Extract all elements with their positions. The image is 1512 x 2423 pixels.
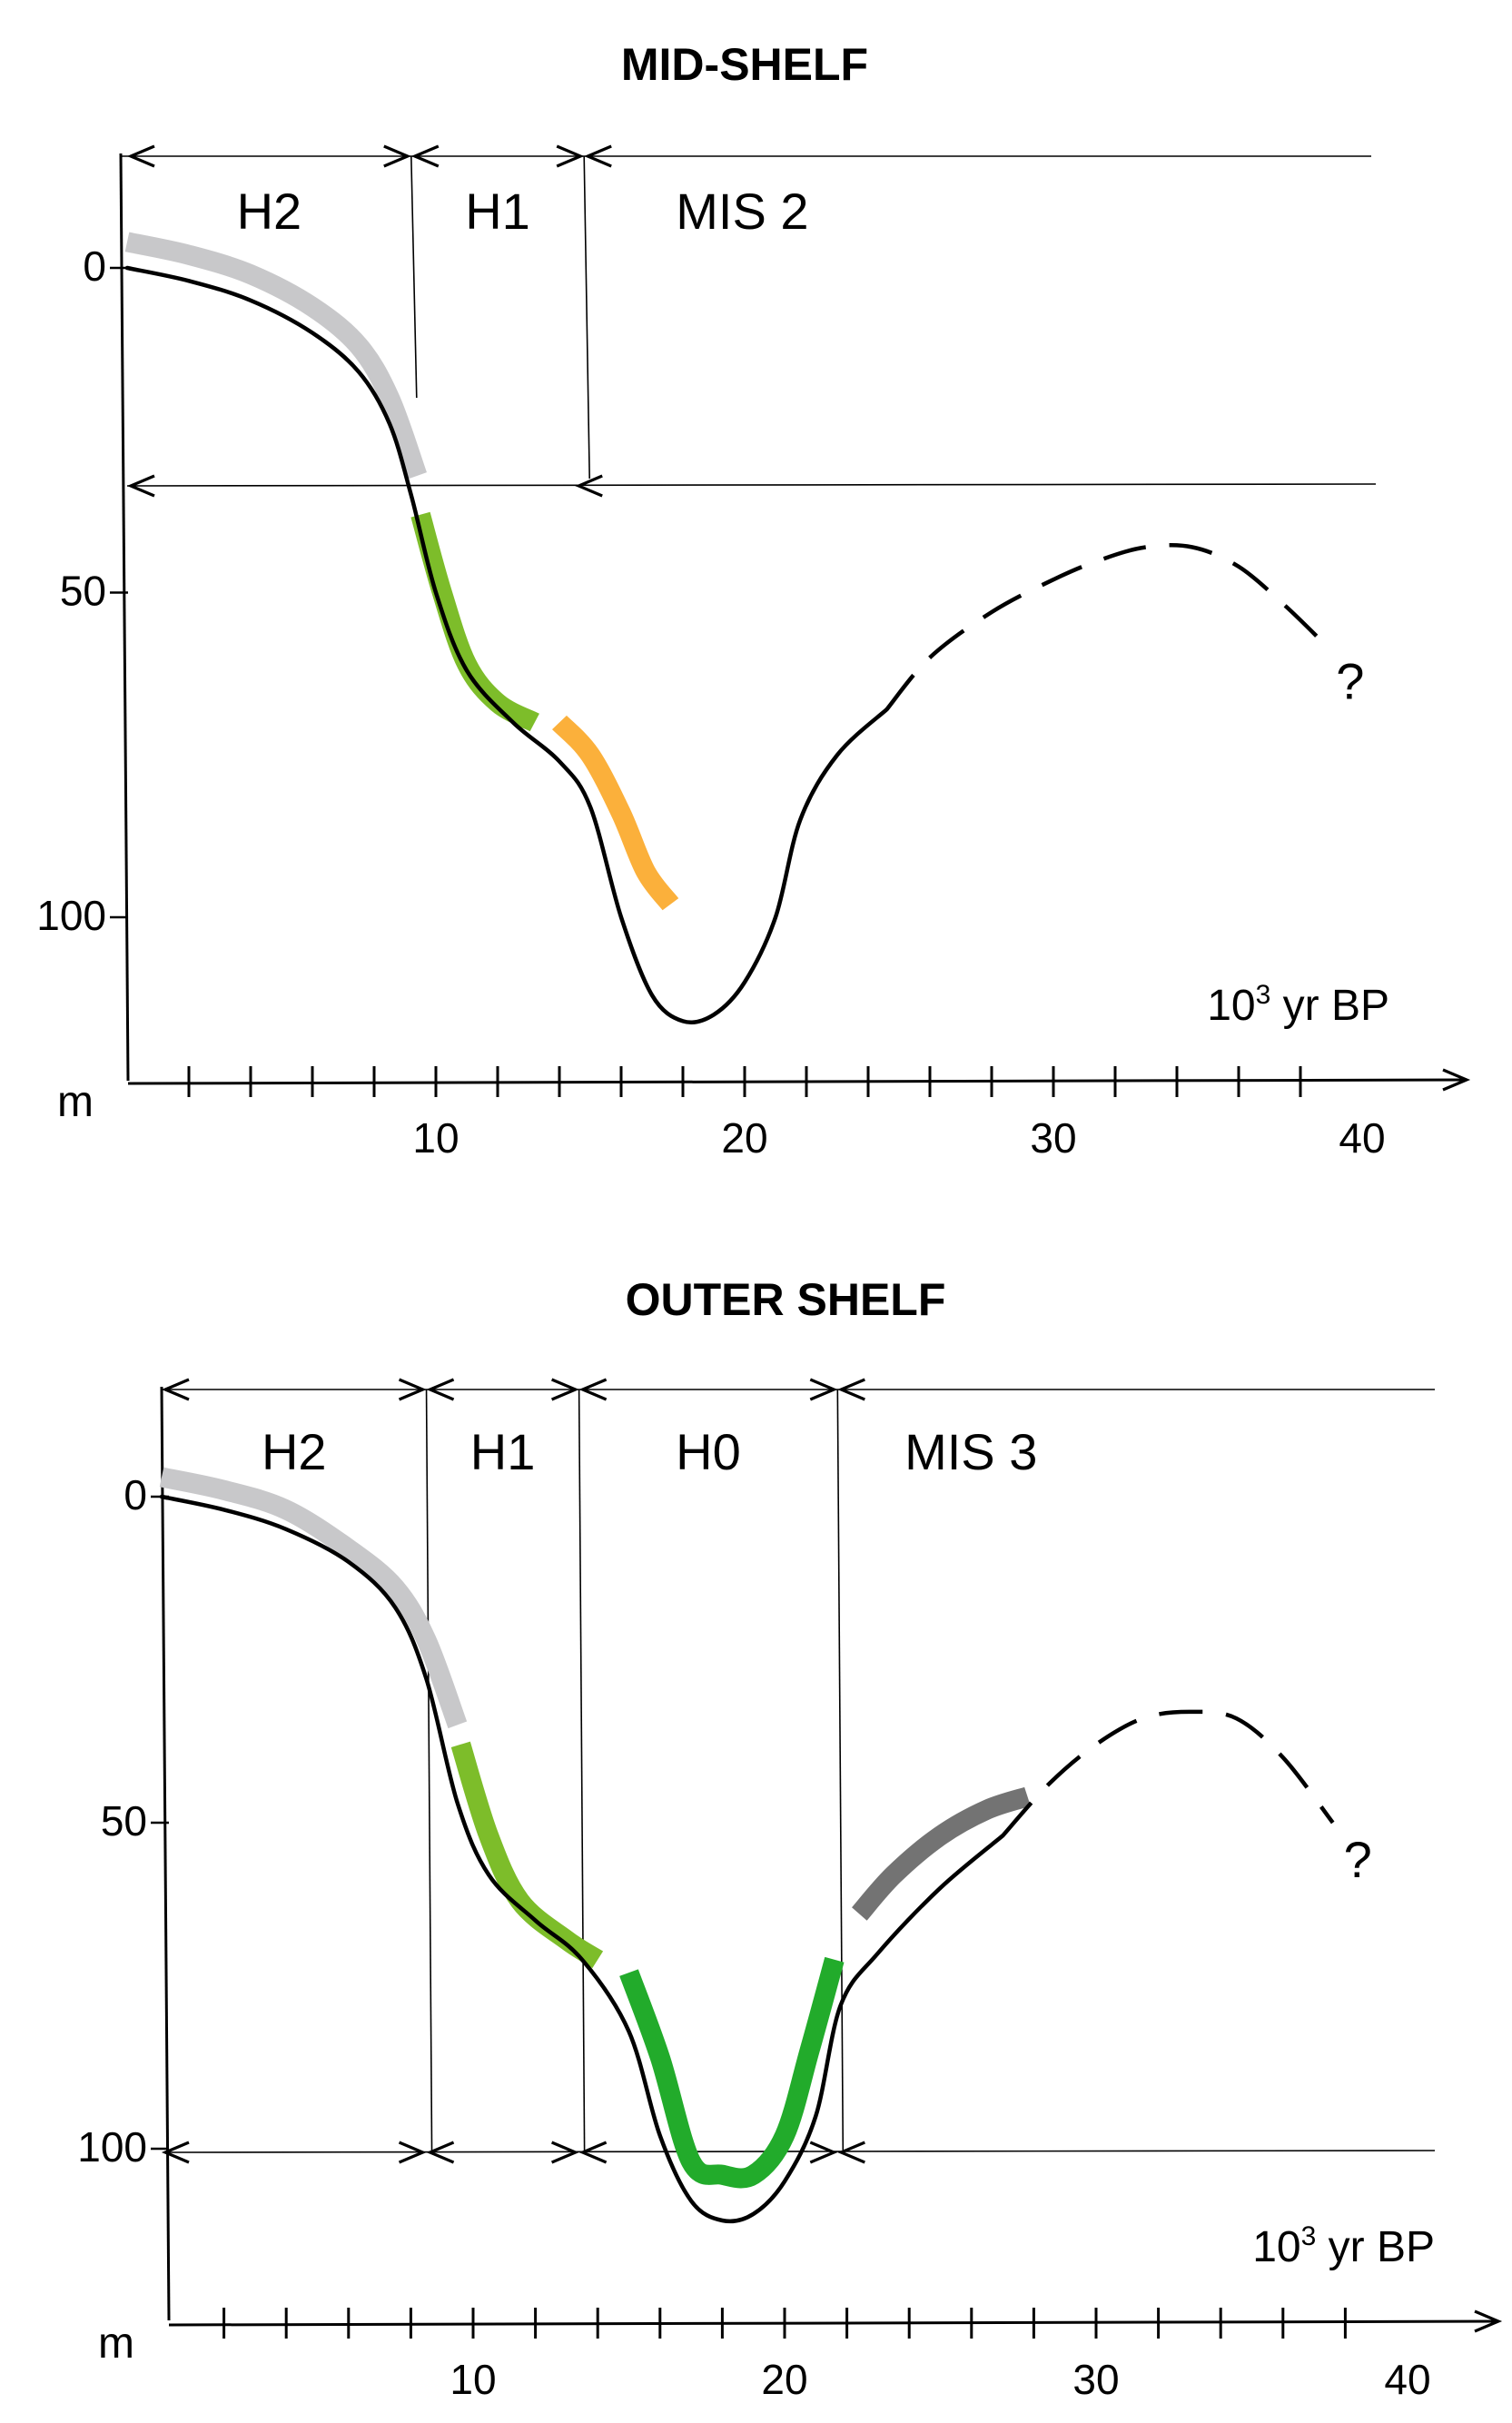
interval-arrow — [809, 2141, 838, 2164]
y-tick-label: 100 — [36, 892, 106, 939]
interval-bar-bottom — [126, 483, 1377, 487]
x-tick-label: 30 — [1030, 1114, 1076, 1162]
series-segment — [124, 232, 427, 480]
x-tick-label: 30 — [1072, 2356, 1119, 2403]
interval-label: MIS 2 — [676, 183, 808, 240]
x-tick-label: 40 — [1384, 2356, 1430, 2403]
interval-separator — [410, 155, 418, 399]
interval-label: H1 — [470, 1423, 536, 1480]
interval-label: H2 — [262, 1423, 327, 1480]
uncertainty-mark: ? — [1336, 653, 1364, 710]
interval-arrow — [161, 1378, 190, 1401]
sea-level-curve — [159, 1494, 1005, 2224]
interval-label: H1 — [465, 183, 530, 240]
interval-arrow — [575, 474, 603, 498]
interval-arrow — [398, 2141, 427, 2164]
x-axis-unit: 103 yr BP — [1207, 980, 1389, 1030]
interval-arrow — [809, 1378, 838, 1401]
y-tick-label: 0 — [83, 242, 106, 290]
interval-arrow — [426, 2141, 455, 2164]
interval-separator — [583, 155, 590, 480]
series-segment — [851, 1786, 1031, 1921]
interval-arrow — [550, 1378, 579, 1401]
interval-arrow — [556, 144, 585, 168]
chart-title: OUTER SHELF — [626, 1274, 946, 1325]
series-segment — [410, 511, 539, 732]
x-tick-label: 10 — [412, 1114, 459, 1162]
y-axis-unit: m — [98, 2319, 134, 2368]
interval-label: H0 — [676, 1423, 741, 1480]
interval-label: MIS 3 — [904, 1423, 1037, 1480]
interval-arrow — [410, 144, 440, 168]
x-tick-label: 20 — [761, 2356, 807, 2403]
y-axis-line — [119, 153, 130, 1082]
interval-arrow — [383, 144, 411, 168]
mid-shelf-panel: MID-SHELF 10 20 30 40 0 50 100 m 103 yr BP H2 H1 MIS… — [36, 39, 1471, 1162]
interval-arrow — [550, 2141, 579, 2164]
interval-arrow — [837, 2141, 865, 2164]
interval-arrow — [398, 1378, 427, 1401]
series-segment — [552, 715, 679, 911]
interval-arrow — [837, 1378, 865, 1401]
series-segment — [159, 1467, 468, 1729]
chart-title: MID-SHELF — [621, 39, 868, 90]
outer-shelf-panel: OUTER SHELF 10 20 30 40 0 50 100 m 103 yr BP H2 H1 H… — [77, 1274, 1503, 2403]
x-tick-label: 20 — [721, 1114, 767, 1162]
interval-arrow — [161, 2141, 190, 2164]
interval-arrow — [584, 144, 612, 168]
y-tick-label: 50 — [60, 568, 106, 615]
interval-label: H2 — [237, 183, 302, 240]
y-axis-line — [160, 1386, 171, 2321]
sea-level-curve — [124, 265, 889, 1025]
x-axis-arrow — [1442, 1068, 1471, 1092]
interval-arrow — [126, 474, 155, 498]
series-segment — [619, 1956, 845, 2189]
x-axis-line — [168, 2319, 1499, 2327]
interval-arrow — [426, 1378, 455, 1401]
interval-separator — [425, 1389, 433, 2153]
interval-separator — [836, 1389, 845, 2153]
uncertainty-mark: ? — [1344, 1831, 1372, 1888]
y-tick-label: 50 — [101, 1797, 147, 1844]
sea-level-curve-dashed — [1001, 1709, 1335, 1837]
x-axis-line — [127, 1078, 1468, 1085]
interval-arrow — [578, 2141, 608, 2164]
interval-separator — [578, 1389, 586, 2153]
y-axis-unit: m — [57, 1078, 94, 1126]
x-axis-unit: 103 yr BP — [1252, 2221, 1435, 2271]
interval-arrow — [578, 1378, 608, 1401]
x-tick-label: 40 — [1339, 1114, 1385, 1162]
y-tick-label: 0 — [124, 1471, 147, 1518]
y-tick-label: 100 — [77, 2123, 147, 2171]
x-tick-label: 10 — [450, 2356, 496, 2403]
series-segment — [450, 1741, 604, 1969]
x-axis-arrow — [1474, 2309, 1503, 2333]
sea-level-curve-dashed — [884, 543, 1327, 711]
interval-arrow — [126, 144, 155, 168]
